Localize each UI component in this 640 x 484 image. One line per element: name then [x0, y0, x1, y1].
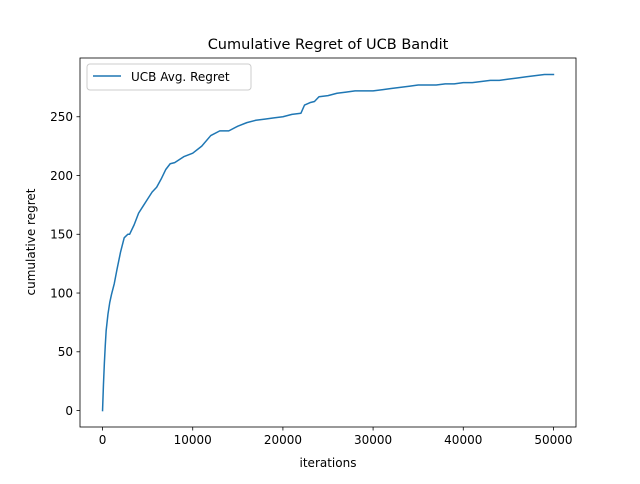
- y-tick-label: 100: [50, 286, 73, 300]
- axes-frame: [79, 57, 577, 428]
- x-tick-label: 30000: [354, 433, 392, 447]
- x-tick-label: 0: [99, 433, 107, 447]
- legend: UCB Avg. Regret: [86, 63, 252, 91]
- x-axis-ticks: 0 10000 20000 30000 40000 50000: [99, 427, 573, 447]
- legend-label: UCB Avg. Regret: [131, 70, 230, 84]
- x-axis-label: iterations: [300, 456, 357, 470]
- y-tick-label: 0: [65, 404, 73, 418]
- chart-title: Cumulative Regret of UCB Bandit: [208, 37, 449, 53]
- x-tick-label: 10000: [174, 433, 212, 447]
- legend-box: [86, 63, 252, 91]
- y-axis-ticks: 0 50 100 150 200 250: [50, 110, 80, 418]
- x-tick-label: 40000: [444, 433, 482, 447]
- series-layer: [101, 73, 555, 412]
- y-tick-label: 200: [50, 169, 73, 183]
- x-tick-label: 20000: [264, 433, 302, 447]
- series-line-ucb-avg-regret: [101, 73, 555, 412]
- x-tick-label: 50000: [534, 433, 572, 447]
- y-tick-label: 50: [58, 345, 73, 359]
- y-tick-label: 150: [50, 228, 73, 242]
- plot-area: [79, 57, 577, 428]
- y-tick-label: 250: [50, 110, 73, 124]
- y-axis-label: cumulative regret: [24, 188, 38, 295]
